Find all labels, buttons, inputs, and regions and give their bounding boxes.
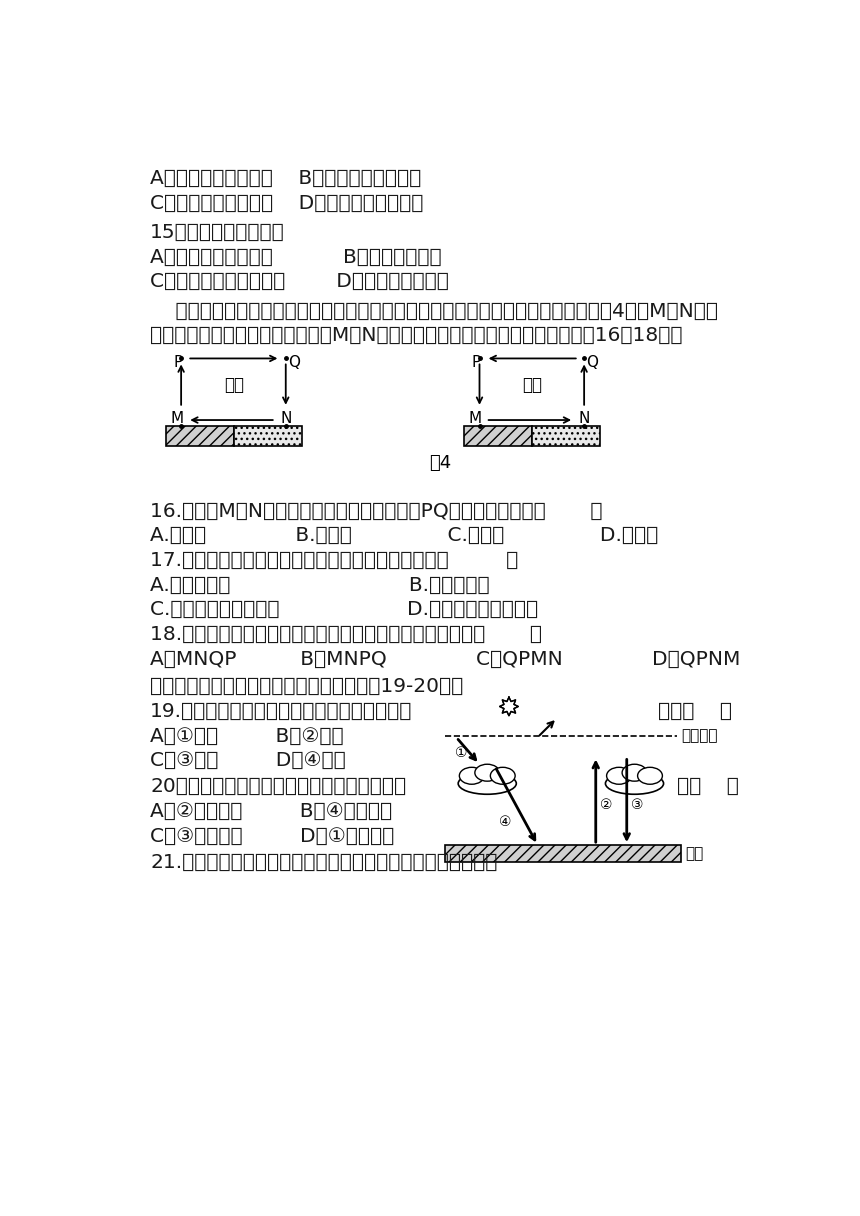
Ellipse shape xyxy=(637,767,662,784)
Text: Q: Q xyxy=(288,355,300,371)
Text: 下图为「大气受热过程示意图」，读图完成19-20题。: 下图为「大气受热过程示意图」，读图完成19-20题。 xyxy=(150,677,464,697)
Text: C.海风加强，陆风减弱                    D.陆风加强，海风减弱: C.海风加强，陆风减弱 D.陆风加强，海风减弱 xyxy=(150,601,538,619)
Bar xyxy=(464,426,532,446)
Text: C．因外力作用而形成    D．形成于地壳硅镁层: C．因外力作用而形成 D．形成于地壳硅镁层 xyxy=(150,193,423,213)
Text: 20．农谚「露水起晴天」主要原因是晴朗的夜: 20．农谚「露水起晴天」主要原因是晴朗的夜 xyxy=(150,777,406,796)
Ellipse shape xyxy=(490,767,515,784)
Text: 17.从夏季到冬季的期间，海陆风风力的变化趋势是（         ）: 17.从夏季到冬季的期间，海陆风风力的变化趋势是（ ） xyxy=(150,551,519,570)
Text: P: P xyxy=(472,355,481,371)
Text: N: N xyxy=(579,411,590,426)
Text: 陆风: 陆风 xyxy=(522,376,542,394)
Text: 19.「高处不胜寒」表明低层大气主要的直接热: 19.「高处不胜寒」表明低层大气主要的直接热 xyxy=(150,702,413,721)
Text: A．地壳和上地幔顶部           B．地壳和上地幔: A．地壳和上地幔顶部 B．地壳和上地幔 xyxy=(150,248,442,266)
Text: 21.左图中四幅热力环流图与右图所示气压分布状态图相符的是: 21.左图中四幅热力环流图与右图所示气压分布状态图相符的是 xyxy=(150,852,497,872)
Ellipse shape xyxy=(622,764,647,781)
Text: 15、岩石圈的范围是指: 15、岩石圈的范围是指 xyxy=(150,223,285,242)
Text: C．③辐射         D．④辐射: C．③辐射 D．④辐射 xyxy=(150,751,346,770)
Text: A．②辐射增强         B．④辐射增强: A．②辐射增强 B．④辐射增强 xyxy=(150,803,392,821)
Text: A.两者均加强                            B.两者均减弱: A.两者均加强 B.两者均减弱 xyxy=(150,575,489,595)
Text: 大气上界: 大气上界 xyxy=(681,728,717,743)
Text: 源是（    ）: 源是（ ） xyxy=(658,702,732,721)
Bar xyxy=(532,426,600,446)
Text: 地面: 地面 xyxy=(685,846,703,861)
Text: 18.当陆风出现时，图中四点的气压由高到低的正确排序是（       ）: 18.当陆风出现时，图中四点的气压由高到低的正确排序是（ ） xyxy=(150,625,542,643)
Ellipse shape xyxy=(605,772,664,794)
Text: 海风: 海风 xyxy=(224,376,244,394)
Text: A．因变质作用而形成    B．按成因属于岩浆岩: A．因变质作用而形成 B．按成因属于岩浆岩 xyxy=(150,169,421,188)
Bar xyxy=(234,426,302,446)
Text: C．软流层及其以上部分        D．地壳和地幔大部: C．软流层及其以上部分 D．地壳和地幔大部 xyxy=(150,272,449,291)
Text: C．③辐射减弱         D．①辐射增强: C．③辐射减弱 D．①辐射增强 xyxy=(150,827,395,845)
Bar xyxy=(166,426,234,446)
Text: P: P xyxy=(174,355,182,371)
Text: M: M xyxy=(170,411,183,426)
Text: 间两个不同时刻的热力环流情况，M、N两点均位于北半球中纬度地区。读图回筄16～18题。: 间两个不同时刻的热力环流情况，M、N两点均位于北半球中纬度地区。读图回筄16～1… xyxy=(150,326,683,345)
Text: ④: ④ xyxy=(499,815,512,829)
Bar xyxy=(445,845,681,862)
Text: 晊（    ）: 晊（ ） xyxy=(677,777,739,796)
Text: A.东北风              B.西北风               C.东南风               D.东北风: A.东北风 B.西北风 C.东南风 D.东北风 xyxy=(150,527,659,545)
Text: Q: Q xyxy=(587,355,599,371)
Text: 16.若图中M与N之间的海风为正东风，则此时PQ间的水平气流为（       ）: 16.若图中M与N之间的海风为正东风，则此时PQ间的水平气流为（ ） xyxy=(150,502,603,520)
Text: 海陆风包括海风和陆风，是因热力环流而形成的，其风向在一天中有明显变化。图4示意M、N两点: 海陆风包括海风和陆风，是因热力环流而形成的，其风向在一天中有明显变化。图4示意M… xyxy=(150,302,718,321)
Ellipse shape xyxy=(458,772,516,794)
Text: 图4: 图4 xyxy=(430,454,452,472)
Text: ①: ① xyxy=(456,745,468,760)
Ellipse shape xyxy=(475,764,500,781)
Text: A．①辐射         B．②辐射: A．①辐射 B．②辐射 xyxy=(150,726,344,745)
Ellipse shape xyxy=(459,767,484,784)
Polygon shape xyxy=(500,697,519,716)
Ellipse shape xyxy=(606,767,631,784)
Text: A．MNQP          B．MNPQ              C．QPMN              D．QPNM: A．MNQP B．MNPQ C．QPMN D．QPNM xyxy=(150,649,740,669)
Text: N: N xyxy=(280,411,292,426)
Text: ②: ② xyxy=(600,798,613,812)
Text: ③: ③ xyxy=(631,798,644,812)
Text: M: M xyxy=(469,411,482,426)
